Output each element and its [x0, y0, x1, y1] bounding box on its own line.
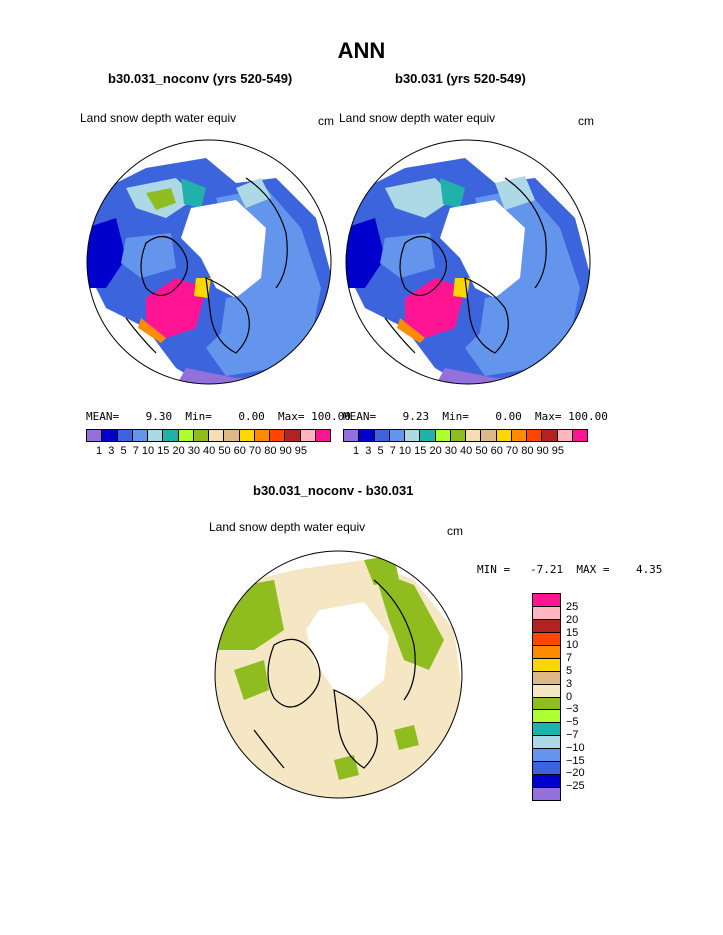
panel1-colorbar-labels: 1 3 5 7 10 15 20 30 40 50 60 70 80 90 95: [96, 445, 308, 457]
panel2-case-title: b30.031 (yrs 520-549): [395, 71, 526, 86]
diff-level-label: 5: [566, 664, 573, 677]
panel2-colorbar-labels: 1 3 5 7 10 15 20 30 40 50 60 70 80 90 95: [353, 445, 565, 457]
diff-level-label: −25: [566, 780, 585, 793]
diff-colorbar-labels: 25 20 15 10 7 5 3 0 −3 −5 −7 −10 −15 −20…: [566, 601, 585, 793]
panel1-colorbar: [86, 429, 331, 442]
diff-level-label: 25: [566, 601, 579, 613]
panel2-units: cm: [578, 114, 594, 128]
diff-level-label: 15: [566, 626, 579, 639]
diff-units: cm: [447, 524, 463, 538]
panel2-variable-label: Land snow depth water equiv: [339, 111, 496, 125]
diff-level-label: 10: [566, 639, 579, 652]
diff-level-label: −20: [566, 767, 585, 780]
diff-level-label: −10: [566, 741, 585, 754]
panel2-colorbar: [343, 429, 588, 442]
diff-colorbar: [532, 593, 561, 801]
panel1-polar-map: [86, 139, 332, 385]
diff-stats: MIN = -7.21 MAX = 4.35: [477, 563, 663, 576]
main-title: ANN: [337, 38, 386, 63]
diff-level-label: 3: [566, 677, 573, 690]
panel1-stats: MEAN= 9.30 Min= 0.00 Max= 100.00: [86, 410, 351, 423]
diff-level-label: −7: [566, 728, 579, 741]
panel2-polar-map: [345, 139, 591, 385]
diff-level-label: −5: [566, 716, 579, 729]
panel1-variable-label: Land snow depth water equiv: [80, 111, 237, 125]
diff-variable-label: Land snow depth water equiv: [209, 520, 366, 534]
diff-level-label: 7: [566, 652, 573, 665]
panel1-units: cm: [318, 114, 334, 128]
diff-polar-map: [214, 550, 463, 799]
panel2-stats: MEAN= 9.23 Min= 0.00 Max= 100.00: [343, 410, 608, 423]
diff-level-label: −15: [566, 754, 585, 767]
diff-title: b30.031_noconv - b30.031: [253, 483, 414, 498]
diff-level-label: 0: [566, 690, 573, 703]
diff-level-label: −3: [566, 703, 579, 716]
diff-level-label: 20: [566, 613, 579, 626]
panel1-case-title: b30.031_noconv (yrs 520-549): [108, 71, 293, 86]
